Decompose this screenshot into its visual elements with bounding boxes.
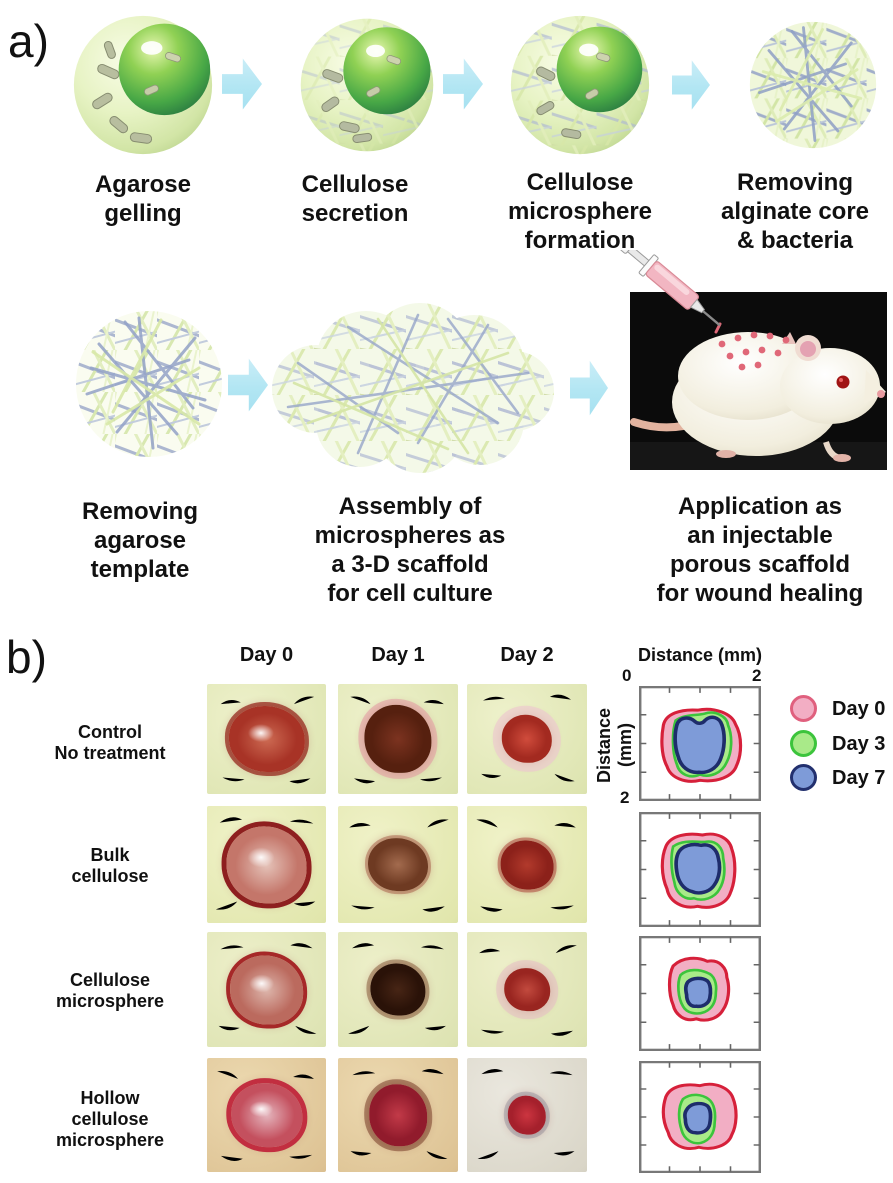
step-caption-cellulose-microsphere-formation: Cellulose microsphere formation xyxy=(507,169,653,254)
contour-plot-bulk xyxy=(639,812,761,927)
suture-marks xyxy=(467,1058,587,1172)
x-axis-label: Distance (mm) xyxy=(637,645,763,665)
legend-swatch-day3 xyxy=(790,730,817,757)
arrow-right-icon xyxy=(228,358,268,412)
suture-marks xyxy=(467,684,587,794)
arrow-right-icon xyxy=(443,58,483,110)
arrow-right-icon xyxy=(222,58,262,110)
wound xyxy=(226,825,307,904)
wound xyxy=(230,1083,303,1147)
wound-photo-bulk-day2 xyxy=(467,806,587,923)
wound-photo-hollow-day1 xyxy=(338,1058,458,1172)
arrow-right-icon xyxy=(672,60,710,110)
arrow-right-icon xyxy=(570,360,608,416)
y-axis-label: Distance (mm) xyxy=(594,707,635,783)
contour-plot-microsphere xyxy=(639,936,761,1051)
suture-marks xyxy=(207,806,326,923)
wound-photo-bulk-day0 xyxy=(207,806,326,923)
suture-marks xyxy=(207,932,326,1047)
wound-photo-control-day1 xyxy=(338,684,458,794)
col-header-day0: Day 0 xyxy=(239,644,294,666)
step-caption-agarose-gelling: Agarose gelling xyxy=(94,171,192,227)
step-caption-removing-alginate-core: Removing alginate core & bacteria xyxy=(720,169,870,254)
wound-photo-control-day0 xyxy=(207,684,326,794)
wound-photo-bulk-day1 xyxy=(338,806,458,923)
step-caption-cellulose-secretion: Cellulose secretion xyxy=(301,171,409,227)
wound-photo-microsphere-day2 xyxy=(467,932,587,1047)
legend-label-day7: Day 7 xyxy=(832,767,886,789)
wound xyxy=(500,839,554,890)
removing-agarose-mesh-sphere xyxy=(76,311,222,457)
legend-swatch-day0 xyxy=(790,695,817,722)
wound-photo-hollow-day2 xyxy=(467,1058,587,1172)
col-header-day2: Day 2 xyxy=(500,644,554,666)
panel-b-label: b) xyxy=(6,631,47,683)
cellulose-microsphere-formation-sphere xyxy=(510,15,650,155)
y-tick-2: 2 xyxy=(620,788,630,807)
wound xyxy=(507,1095,547,1135)
x-tick-0: 0 xyxy=(622,666,632,685)
suture-marks xyxy=(338,1058,458,1172)
row-label-control: Control No treatment xyxy=(54,722,166,763)
legend-swatch-day7 xyxy=(790,764,817,791)
rat-wound-photo xyxy=(630,292,887,470)
wound xyxy=(501,714,553,764)
suture-marks xyxy=(467,806,587,923)
wound xyxy=(369,1084,427,1146)
legend-label-day3: Day 3 xyxy=(832,733,886,755)
suture-marks xyxy=(467,932,587,1047)
wound xyxy=(228,706,305,772)
x-tick-2: 2 xyxy=(752,666,762,685)
legend-label-day0: Day 0 xyxy=(832,698,886,720)
step-caption-assembly-3d-scaffold: Assembly of microspheres as a 3-D scaffo… xyxy=(314,493,506,607)
col-header-day1: Day 1 xyxy=(371,644,425,666)
removing-core-mesh-sphere xyxy=(749,21,877,149)
cellulose-secretion-sphere xyxy=(300,18,434,152)
suture-marks xyxy=(207,1058,326,1172)
wound xyxy=(504,967,550,1012)
row-label-hollow-cellulose-microsphere: Hollow cellulose microsphere xyxy=(55,1088,165,1150)
suture-marks xyxy=(338,684,458,794)
suture-marks xyxy=(338,806,458,923)
suture-marks xyxy=(338,932,458,1047)
wound-photo-microsphere-day1 xyxy=(338,932,458,1047)
wound xyxy=(229,955,304,1024)
row-label-cellulose-microsphere: Cellulose microsphere xyxy=(55,970,165,1011)
wound-photo-microsphere-day0 xyxy=(207,932,326,1047)
panel-a-label: a) xyxy=(8,15,49,67)
contour-plot-hollow xyxy=(639,1061,761,1173)
wound-photo-control-day2 xyxy=(467,684,587,794)
syringe-icon xyxy=(619,250,721,327)
microsphere-assembly-scaffold xyxy=(272,303,554,473)
step-caption-application-wound-healing: Application as an injectable porous scaf… xyxy=(656,493,864,607)
wound xyxy=(368,837,428,892)
contour-plot-control xyxy=(639,686,761,801)
wound xyxy=(370,963,426,1016)
agarose-gelling-sphere xyxy=(73,15,213,155)
wound-photo-hollow-day0 xyxy=(207,1058,326,1172)
suture-marks xyxy=(207,684,326,794)
wound xyxy=(364,704,432,774)
step-caption-removing-agarose-template: Removing agarose template xyxy=(81,498,198,583)
row-label-bulk-cellulose: Bulk cellulose xyxy=(71,845,149,886)
